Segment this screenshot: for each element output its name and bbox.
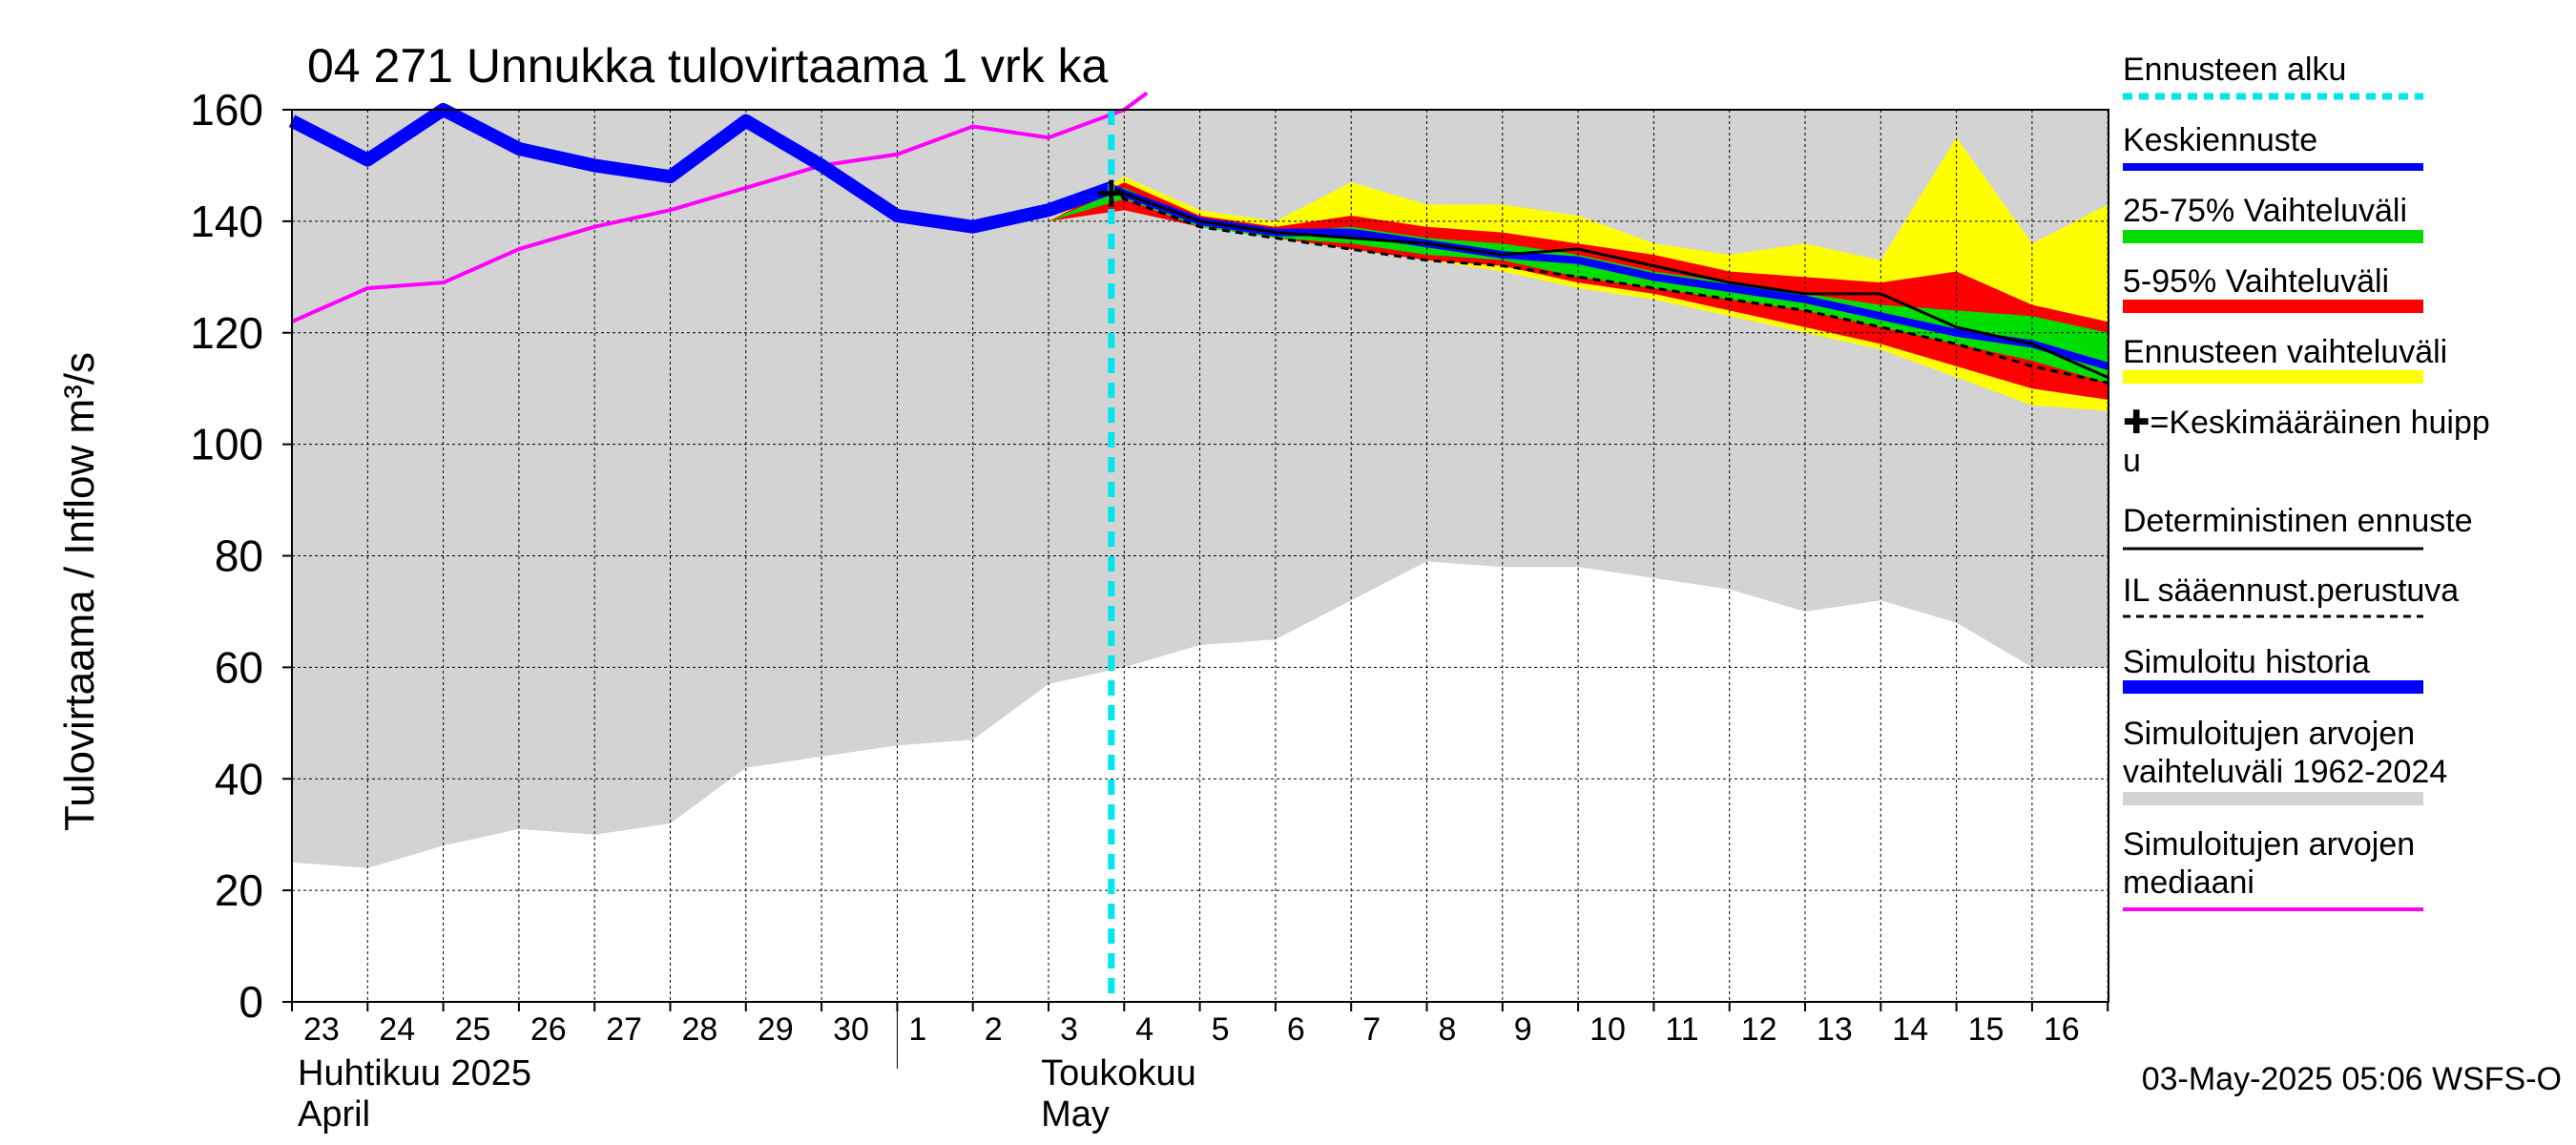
x-tick-label: 14 bbox=[1892, 1011, 1928, 1048]
legend-label: Simuloitujen arvojen bbox=[2123, 826, 2415, 863]
series-simuloitujen-arvojen-mediaani bbox=[291, 91, 1149, 323]
legend-label: ✚=Keskimääräinen huipp bbox=[2123, 405, 2490, 441]
x-tick-label: 8 bbox=[1439, 1011, 1457, 1048]
y-tick-label: 140 bbox=[190, 197, 263, 246]
x-tick-label: 15 bbox=[1968, 1011, 2005, 1048]
y-tick-label: 0 bbox=[239, 977, 263, 1027]
legend-item-simuloitu-historia: Simuloitu historia bbox=[2123, 644, 2423, 694]
x-tick-label: 27 bbox=[606, 1011, 642, 1048]
legend-label-line2: mediaani bbox=[2123, 864, 2254, 901]
legend-label: Keskiennuste bbox=[2123, 122, 2317, 158]
legend-label: IL sääennust.perustuva bbox=[2123, 572, 2459, 609]
series-il-s-ennust-perustuva bbox=[1110, 186, 2109, 385]
legend-label: Deterministinen ennuste bbox=[2123, 503, 2473, 539]
x-tick-label: 16 bbox=[2044, 1011, 2080, 1048]
chart-title: 04 271 Unnukka tulovirtaama 1 vrk ka bbox=[307, 39, 1109, 93]
legend-item-5-95-vaihteluv-li: 5-95% Vaihteluväli bbox=[2123, 263, 2423, 313]
x-tick-label: 11 bbox=[1665, 1011, 1698, 1048]
timestamp: 03-May-2025 05:06 WSFS-O bbox=[2142, 1061, 2562, 1097]
month-label-en: April bbox=[298, 1094, 370, 1135]
legend-label: Simuloitujen arvojen bbox=[2123, 716, 2415, 752]
y-tick-labels: 0 20 40 60 80 100 120 140 160 bbox=[190, 85, 263, 1027]
x-tick-label: 5 bbox=[1212, 1011, 1230, 1048]
y-axis-label: Tulovirtaama / Inflow m³/s bbox=[56, 352, 103, 831]
peak-marker bbox=[1097, 179, 1125, 207]
x-tick-label: 30 bbox=[833, 1011, 869, 1048]
legend-item-deterministinen-ennuste: Deterministinen ennuste bbox=[2123, 503, 2473, 551]
x-tick-label: 12 bbox=[1741, 1011, 1777, 1048]
legend: Ennusteen alku Keskiennuste 25-75% Vaihtel… bbox=[2123, 52, 2490, 911]
x-tick-label: 1 bbox=[908, 1011, 926, 1048]
x-tick-label: 4 bbox=[1135, 1011, 1153, 1048]
x-tick-label: 13 bbox=[1817, 1011, 1853, 1048]
legend-item-25-75-vaihteluv-li: 25-75% Vaihteluväli bbox=[2123, 193, 2423, 243]
series-deterministinen-ennuste bbox=[1111, 186, 2109, 379]
x-tick-label: 26 bbox=[530, 1011, 567, 1048]
x-tick-label: 3 bbox=[1060, 1011, 1078, 1048]
x-tick-label: 29 bbox=[758, 1011, 794, 1048]
legend-label: Ennusteen vaihteluväli bbox=[2123, 334, 2447, 370]
legend-label-line2: u bbox=[2123, 443, 2141, 479]
x-tick-label: 28 bbox=[682, 1011, 718, 1048]
legend-label: 5-95% Vaihteluväli bbox=[2123, 263, 2389, 300]
legend-label: Ennusteen alku bbox=[2123, 52, 2346, 88]
legend-label-line2: vaihteluväli 1962-2024 bbox=[2123, 754, 2447, 790]
legend-label: 25-75% Vaihteluväli bbox=[2123, 193, 2407, 229]
legend-item-il-s-ennust-perustuva: IL sääennust.perustuva bbox=[2123, 572, 2459, 618]
series-simuloitu-historia bbox=[288, 103, 1114, 234]
month-label-fi: Huhtikuu 2025 bbox=[298, 1053, 531, 1093]
legend-item-ennusteen-vaihteluv-li: Ennusteen vaihteluväli bbox=[2123, 334, 2447, 384]
y-tick-label: 100 bbox=[190, 420, 263, 469]
x-tick-label: 23 bbox=[303, 1011, 340, 1048]
y-tick-label: 80 bbox=[215, 531, 263, 581]
legend-label: Simuloitu historia bbox=[2123, 644, 2370, 680]
legend-item-keskiennuste: Keskiennuste bbox=[2123, 122, 2423, 171]
y-tick-label: 60 bbox=[215, 642, 263, 692]
x-tick-labels: 23 24 25 26 27 28 29 30 1 2 3 4 5 6 7 8 9 10 11 12 13 14 15 16 bbox=[303, 1011, 2080, 1048]
month-label-fi: Toukokuu bbox=[1041, 1053, 1196, 1093]
x-tick-label: 10 bbox=[1589, 1011, 1626, 1048]
y-tick-label: 20 bbox=[215, 865, 263, 915]
axes bbox=[282, 109, 2109, 1011]
y-tick-label: 120 bbox=[190, 308, 263, 358]
y-tick-label: 160 bbox=[190, 85, 263, 135]
legend-item-ennusteen-alku: Ennusteen alku bbox=[2123, 52, 2423, 100]
series-layer bbox=[288, 91, 2109, 1002]
y-tick-label: 40 bbox=[215, 754, 263, 803]
month-label-en: May bbox=[1041, 1094, 1110, 1135]
x-tick-label: 6 bbox=[1287, 1011, 1305, 1048]
x-tick-label: 7 bbox=[1362, 1011, 1381, 1048]
x-tick-label: 2 bbox=[985, 1011, 1003, 1048]
x-tick-label: 25 bbox=[455, 1011, 491, 1048]
x-tick-label: 9 bbox=[1514, 1011, 1532, 1048]
x-tick-label: 24 bbox=[379, 1011, 415, 1048]
